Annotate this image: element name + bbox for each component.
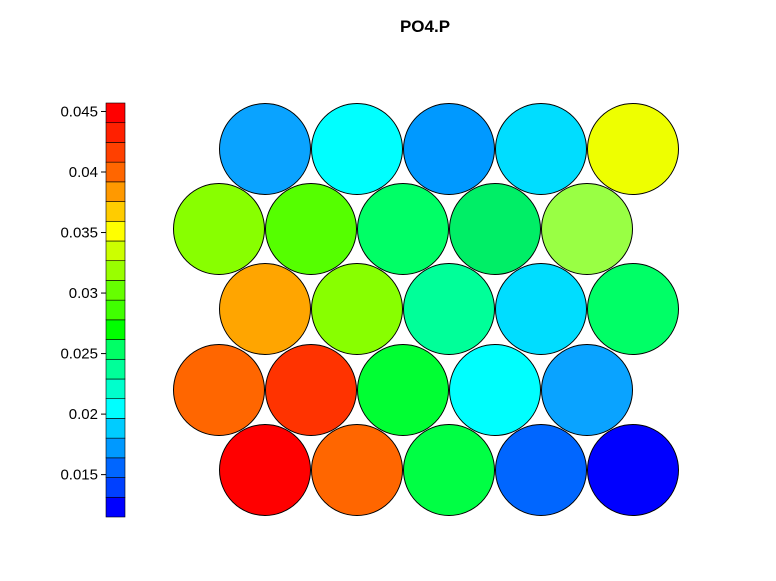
som-cell-4-5 [541, 344, 633, 436]
som-cell-3-2 [311, 263, 403, 355]
colorbar-segment [105, 319, 126, 340]
colorbar-ticks: 0.015 0.02 0.025 0.03 0.035 0.04 0.045 [60, 103, 106, 484]
som-cell-4-1 [173, 344, 265, 436]
colorbar-segment [105, 418, 126, 439]
colorbar-segment [105, 181, 126, 202]
colorbar-segment [105, 378, 126, 400]
colorbar-tick-label: 0.045 [60, 103, 98, 120]
colorbar-segment [105, 220, 126, 242]
som-cell-5-2 [311, 424, 403, 516]
som-cell-5-5 [587, 424, 679, 516]
colorbar-segment [105, 142, 126, 163]
colorbar-segment [105, 398, 126, 419]
som-cell-1-3 [403, 103, 495, 195]
colorbar [105, 102, 126, 518]
colorbar-segment [105, 122, 126, 143]
chart-title: PO4.P [400, 17, 450, 36]
colorbar-segment [105, 102, 126, 124]
colorbar-tick-label: 0.02 [69, 406, 98, 423]
som-cell-5-4 [495, 424, 587, 516]
colorbar-tick-label: 0.015 [60, 467, 98, 484]
colorbar-segment [105, 280, 126, 301]
som-cell-5-3 [403, 424, 495, 516]
som-cell-2-4 [449, 183, 541, 275]
colorbar-segment [105, 201, 126, 222]
som-cell-2-5 [541, 183, 633, 275]
colorbar-tick-label: 0.035 [60, 225, 98, 242]
colorbar-segment [105, 358, 126, 380]
som-cell-3-4 [495, 263, 587, 355]
colorbar-tick-label: 0.04 [69, 164, 98, 181]
colorbar-segment [105, 437, 126, 459]
colorbar-segment [105, 457, 126, 478]
som-cell-1-1 [219, 103, 311, 195]
som-cell-1-2 [311, 103, 403, 195]
som-cell-2-3 [357, 183, 449, 275]
colorbar-segment [105, 299, 126, 321]
colorbar-segment [105, 339, 126, 360]
som-cell-3-5 [587, 263, 679, 355]
som-cell-4-4 [449, 344, 541, 436]
som-cell-4-3 [357, 344, 449, 436]
colorbar-segment [105, 260, 126, 281]
colorbar-segment [105, 477, 126, 498]
colorbar-tick-label: 0.03 [69, 285, 98, 302]
som-cell-3-1 [219, 263, 311, 355]
colorbar-segment [105, 161, 126, 183]
som-cell-4-2 [265, 344, 357, 436]
colorbar-segment [105, 496, 126, 518]
som-cell-1-4 [495, 103, 587, 195]
cell-grid [173, 103, 679, 516]
som-cell-3-3 [403, 263, 495, 355]
som-cell-1-5 [587, 103, 679, 195]
colorbar-segment [105, 240, 126, 262]
colorbar-tick-label: 0.025 [60, 346, 98, 363]
som-cell-2-2 [265, 183, 357, 275]
som-cell-2-1 [173, 183, 265, 275]
som-cell-5-1 [219, 424, 311, 516]
